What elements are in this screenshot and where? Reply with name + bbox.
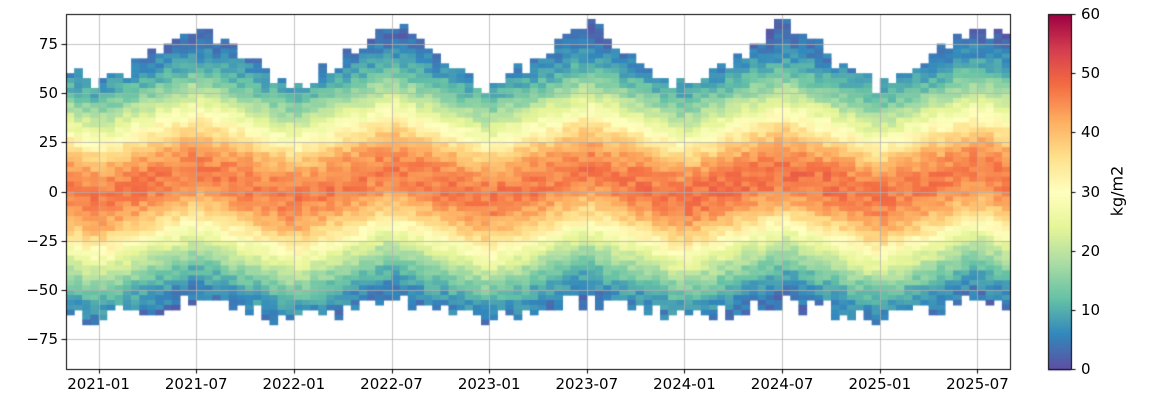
y-tick-label: 25 xyxy=(38,133,58,152)
y-tick-label: 75 xyxy=(38,34,58,53)
colorbar-tick-label: 20 xyxy=(1081,241,1101,260)
x-tick-label: 2025-07 xyxy=(946,375,1009,393)
colorbar-tick-label: 40 xyxy=(1081,123,1101,142)
x-tick-label: 2023-07 xyxy=(555,375,619,393)
y-tick-label: −50 xyxy=(26,281,58,300)
y-tick-label: 0 xyxy=(48,182,58,201)
x-tick-label: 2025-01 xyxy=(848,375,912,393)
x-tick-label: 2021-07 xyxy=(164,375,228,393)
x-tick-label: 2022-01 xyxy=(262,375,326,393)
colorbar-tick-label: 10 xyxy=(1081,300,1101,319)
colorbar-tick-label: 60 xyxy=(1081,5,1101,23)
x-tick-label: 2024-07 xyxy=(750,375,814,393)
x-tick-label: 2024-01 xyxy=(653,375,716,393)
x-tick-label: 2021-01 xyxy=(67,375,130,393)
y-tick-label: 50 xyxy=(38,83,58,102)
colorbar-tick-label: 30 xyxy=(1081,182,1101,201)
y-tick-label: −25 xyxy=(26,231,58,250)
colorbar-tick-label: 0 xyxy=(1081,360,1091,378)
colorbar-tick-label: 50 xyxy=(1081,64,1101,83)
colorbar-label: kg/m2 xyxy=(1107,165,1127,217)
y-tick-label: −75 xyxy=(26,330,58,349)
x-tick-label: 2022-07 xyxy=(360,375,423,393)
x-tick-label: 2023-01 xyxy=(457,375,521,393)
